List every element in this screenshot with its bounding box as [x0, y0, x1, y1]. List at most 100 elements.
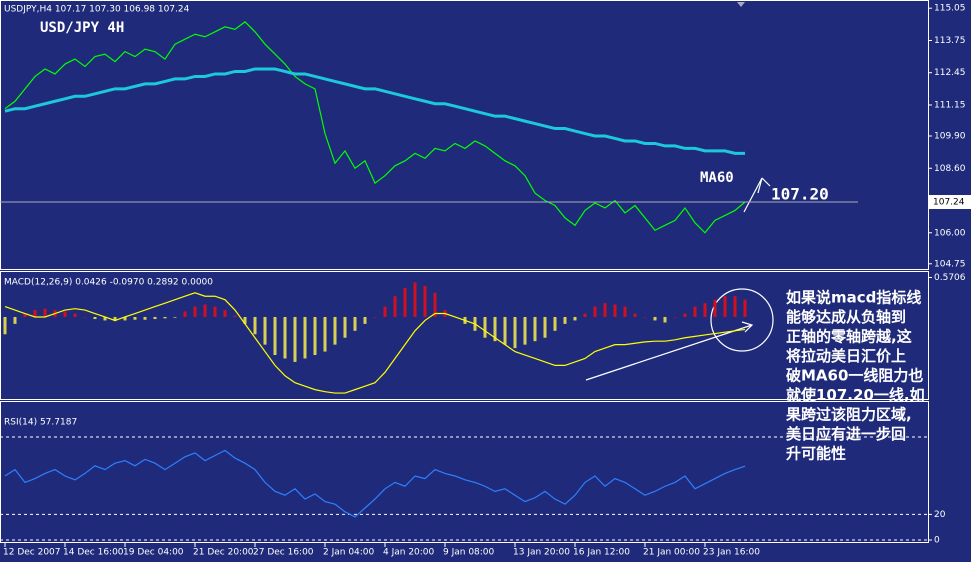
series-line	[4, 67, 745, 155]
histogram-bar	[73, 313, 77, 317]
histogram-bar	[283, 316, 287, 359]
histogram-bar	[363, 316, 367, 324]
macd-panel	[0, 271, 929, 400]
histogram-bar	[503, 316, 507, 345]
signal-line	[4, 292, 746, 394]
annotation-text: 美日应有进一步回	[786, 425, 906, 443]
histogram-bar	[663, 316, 667, 323]
histogram-bar	[93, 316, 97, 320]
annotation-text: 正轴的零轴跨越,这	[786, 328, 912, 346]
x-tick-label: 21 Dec 20:00	[193, 548, 254, 558]
histogram-bar	[153, 316, 157, 320]
histogram-bar	[303, 316, 307, 359]
histogram-bar	[593, 306, 597, 317]
histogram-bar	[543, 316, 547, 338]
y-tick-label: 113.75	[934, 36, 966, 46]
histogram-bar	[103, 316, 107, 321]
x-tick-label: 13 Jan 20:00	[513, 548, 570, 558]
x-tick-label: 16 Jan 12:00	[573, 548, 630, 558]
histogram-bar	[203, 304, 207, 317]
shift-marker	[737, 2, 745, 7]
histogram-bar	[3, 316, 7, 335]
histogram-bar	[163, 316, 167, 319]
y-tick-label: 106.00	[934, 228, 966, 238]
histogram-bar	[483, 316, 487, 338]
y-tick-label: 104.75	[934, 259, 966, 269]
drawn-arrow	[743, 177, 771, 213]
histogram-bar	[523, 316, 527, 345]
annotation-text: 果跨过该阻力区域,	[785, 406, 912, 424]
x-tick-label: 14 Dec 16:00	[63, 548, 124, 558]
histogram-bar	[353, 316, 357, 331]
histogram-bar	[213, 306, 217, 317]
y-tick-label: 115.05	[934, 4, 966, 14]
rsi-panel	[0, 401, 929, 543]
histogram-bar	[273, 316, 277, 356]
y-tick-label: 111.15	[934, 100, 966, 110]
histogram-bar	[133, 316, 137, 320]
series-line	[4, 449, 746, 518]
histogram-bar	[323, 316, 327, 352]
histogram-bar	[743, 299, 747, 317]
histogram-bar	[253, 316, 257, 335]
x-tick-label: 12 Dec 2007	[3, 548, 61, 558]
x-tick-label: 2 Jan 04:00	[323, 548, 375, 558]
x-tick-label: 21 Jan 00:00	[643, 548, 700, 558]
histogram-bar	[63, 311, 67, 317]
histogram-bar	[673, 316, 677, 318]
histogram-bar	[723, 296, 727, 317]
y-tick-label: 0.5706	[934, 273, 966, 283]
histogram-bar	[233, 315, 237, 317]
y-tick-label: 108.60	[934, 164, 966, 174]
annotation-text: 就使107.20一线,如	[786, 386, 925, 404]
histogram-bar	[563, 316, 567, 324]
y-tick-label: 0	[934, 536, 940, 546]
histogram-bar	[643, 316, 647, 318]
histogram-bar	[493, 316, 497, 342]
annotation-text: MA60	[700, 170, 734, 186]
histogram-bar	[403, 287, 407, 317]
annotation-text: 升可能性	[786, 445, 846, 463]
y-tick-label: 112.45	[934, 68, 966, 78]
last-price-label: 107.24	[933, 198, 965, 208]
histogram-bar	[183, 311, 187, 317]
histogram-bar	[343, 316, 347, 338]
annotation-text: 107.20	[771, 185, 829, 204]
histogram-bar	[383, 306, 387, 317]
drawn-trend-arrow	[585, 321, 754, 381]
panel-title: MACD(12,26,9) 0.0426 -0.0970 0.2892 0.00…	[4, 278, 213, 288]
histogram-bar	[613, 304, 617, 317]
histogram-bar	[733, 296, 737, 317]
histogram-bar	[223, 310, 227, 317]
histogram-bar	[623, 306, 627, 317]
histogram-bar	[123, 316, 127, 321]
histogram-bar	[173, 316, 177, 318]
histogram-bar	[603, 303, 607, 317]
histogram-bar	[423, 285, 427, 317]
x-tick-label: 27 Dec 16:00	[253, 548, 314, 558]
histogram-bar	[293, 316, 297, 362]
histogram-bar	[143, 316, 147, 320]
histogram-bar	[243, 316, 247, 324]
histogram-bar	[533, 316, 537, 342]
histogram-bar	[263, 316, 267, 345]
drawn-circle	[710, 288, 774, 352]
histogram-bar	[23, 313, 27, 317]
panel-title: USD/JPY 4H	[40, 20, 124, 36]
histogram-bar	[633, 313, 637, 317]
histogram-bar	[113, 316, 117, 322]
annotation-text: 破MA60一线阻力也	[786, 367, 923, 385]
last-price-box	[929, 195, 971, 210]
histogram-bar	[373, 316, 377, 318]
histogram-bar	[573, 316, 577, 321]
histogram-bar	[713, 299, 717, 317]
x-tick-label: 19 Dec 04:00	[123, 548, 184, 558]
y-tick-label: 20	[934, 510, 946, 520]
histogram-bar	[13, 316, 17, 324]
price-panel	[0, 0, 929, 270]
annotation-text: 如果说macd指标线	[786, 289, 921, 307]
histogram-bar	[393, 296, 397, 317]
histogram-bar	[193, 306, 197, 317]
